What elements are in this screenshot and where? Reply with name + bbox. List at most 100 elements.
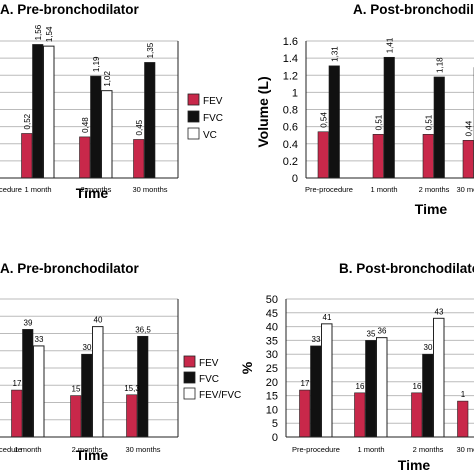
bar-fev-fvc-2-months: [92, 326, 104, 438]
legend: FEV FVC VC: [187, 93, 223, 141]
legend-swatch-vc: [187, 127, 200, 140]
value-label: 0,48: [81, 117, 90, 133]
x-tick-labels: Pre-procedure 1 month 2 months 30 months: [292, 445, 474, 454]
bar-fev-30-months: [457, 400, 469, 438]
bar-fev-fvc-1-month: [376, 337, 388, 438]
bar-fvc-2-months: [90, 75, 102, 179]
bar-fev-2-months: [411, 392, 423, 438]
x-axis-label: Time: [398, 457, 431, 473]
y-axis-label: Volume (L): [255, 76, 271, 147]
value-label: 0,54: [320, 112, 329, 128]
value-label: 36,5: [135, 325, 151, 334]
value-labels: 0,52 1,56 1,54 0,48 1,191,02 0,45 1,35: [23, 24, 155, 135]
value-label: 36: [378, 327, 387, 336]
legend-label-fvc: FVC: [203, 113, 223, 124]
value-label: 1,56: [34, 24, 43, 40]
legend-swatch-fvc: [187, 110, 200, 123]
y-tick-label: 45: [266, 308, 278, 320]
x-tick-label: Pre-procedure: [292, 445, 340, 454]
value-label: 17: [13, 379, 22, 388]
value-labels: 17 33 41 16 35 36 16 30 43 1: [301, 307, 466, 399]
value-label: 1: [461, 390, 466, 399]
y-tick-label: 40: [266, 322, 278, 334]
y-tick-label: 25: [266, 363, 278, 375]
bar-fvc-2-months: [81, 353, 93, 438]
panel-a-pre: A. Pre-bronchodilator 0,52 1,56 1,54 0,48 1,…: [0, 2, 223, 201]
bar-fev-30-months: [462, 140, 474, 179]
y-tick-label: 0.8: [283, 105, 298, 117]
legend-label-vc: VC: [203, 130, 217, 141]
y-tick-label: 30: [266, 349, 278, 361]
panel-a-post: A. Post-bronchodilator 0,541,310,511,410…: [255, 2, 474, 217]
x-tick-label: 30 months: [132, 185, 167, 194]
x-tick-label: 1 month: [357, 445, 384, 454]
y-tick-label: 1.4: [283, 53, 298, 65]
bar-fvc-1-month: [365, 340, 377, 438]
bar-fev-1-month: [354, 392, 366, 438]
x-tick-label: 2 months: [413, 445, 444, 454]
bar-fev-1-month: [11, 389, 23, 438]
value-labels: 0,54 1,31 0,51 1,41 0,51 1,18 0,44: [320, 37, 474, 136]
bar-fev-2-months: [79, 136, 91, 179]
value-label: 1,31: [331, 46, 340, 62]
y-tick-labels: 0 0.2 0.4 0.6 0.8 1 1.2 1.4 1.6: [283, 36, 298, 185]
bars: [21, 44, 156, 179]
bar-fvc-1-month: [383, 56, 395, 179]
value-label: 41: [323, 313, 332, 322]
bar-fev-pre-procedure: [299, 389, 311, 438]
y-tick-label: 15: [266, 391, 278, 403]
y-tick-label: 1.6: [283, 36, 298, 48]
bar-fvc-2-months: [433, 76, 445, 179]
x-tick-label: 2 months: [81, 185, 112, 194]
value-label: 17: [301, 379, 310, 388]
bar-fev-fvc-1-month: [33, 345, 45, 438]
value-label: 33: [312, 335, 321, 344]
y-tick-label: 20: [266, 377, 278, 389]
value-label: 1,19: [92, 56, 101, 72]
bar-vc-1-month: [43, 45, 55, 179]
y-tick-label: 35: [266, 335, 278, 347]
value-label: 0,51: [425, 114, 434, 130]
bar-fev-pre-procedure: [317, 131, 329, 179]
value-label: 0,52: [23, 113, 32, 129]
bar-fvc-1-month: [32, 44, 44, 179]
legend-label-fev: FEV: [199, 358, 219, 369]
bar-fev-2-months: [422, 134, 434, 179]
y-tick-label: 0.2: [283, 156, 298, 168]
y-axis-label: %: [239, 361, 255, 374]
y-tick-label: 0.4: [283, 139, 298, 151]
bar-fvc-2-months: [422, 353, 434, 438]
value-label: 35: [367, 329, 376, 338]
x-tick-label: 2 months: [72, 445, 103, 454]
x-tick-label: 30 months: [456, 445, 474, 454]
bar-vc-2-months: [101, 90, 113, 179]
legend-label-fev: FEV: [203, 96, 223, 107]
value-label: 40: [94, 316, 103, 325]
value-label: 0,51: [375, 114, 384, 130]
y-tick-label: 0.6: [283, 122, 298, 134]
value-label: 1,41: [386, 37, 395, 53]
x-tick-label: 30 months: [125, 445, 160, 454]
value-label: 16: [413, 382, 422, 391]
y-tick-label: 5: [272, 418, 278, 430]
x-tick-label: 2 months: [419, 185, 450, 194]
legend-swatch-fev-fvc: [183, 387, 196, 400]
x-axis-label: Time: [415, 201, 448, 217]
bar-fev-2-months: [70, 395, 82, 438]
x-axis-label: Time: [76, 447, 109, 463]
y-tick-label: 1: [292, 87, 298, 99]
value-label: 1,02: [103, 71, 112, 87]
value-label: 0,44: [465, 120, 474, 136]
value-label: 0,45: [135, 119, 144, 135]
value-label: 16: [356, 382, 365, 391]
x-tick-label: Pre-procedure: [0, 185, 22, 194]
value-label: 1,18: [436, 57, 445, 73]
